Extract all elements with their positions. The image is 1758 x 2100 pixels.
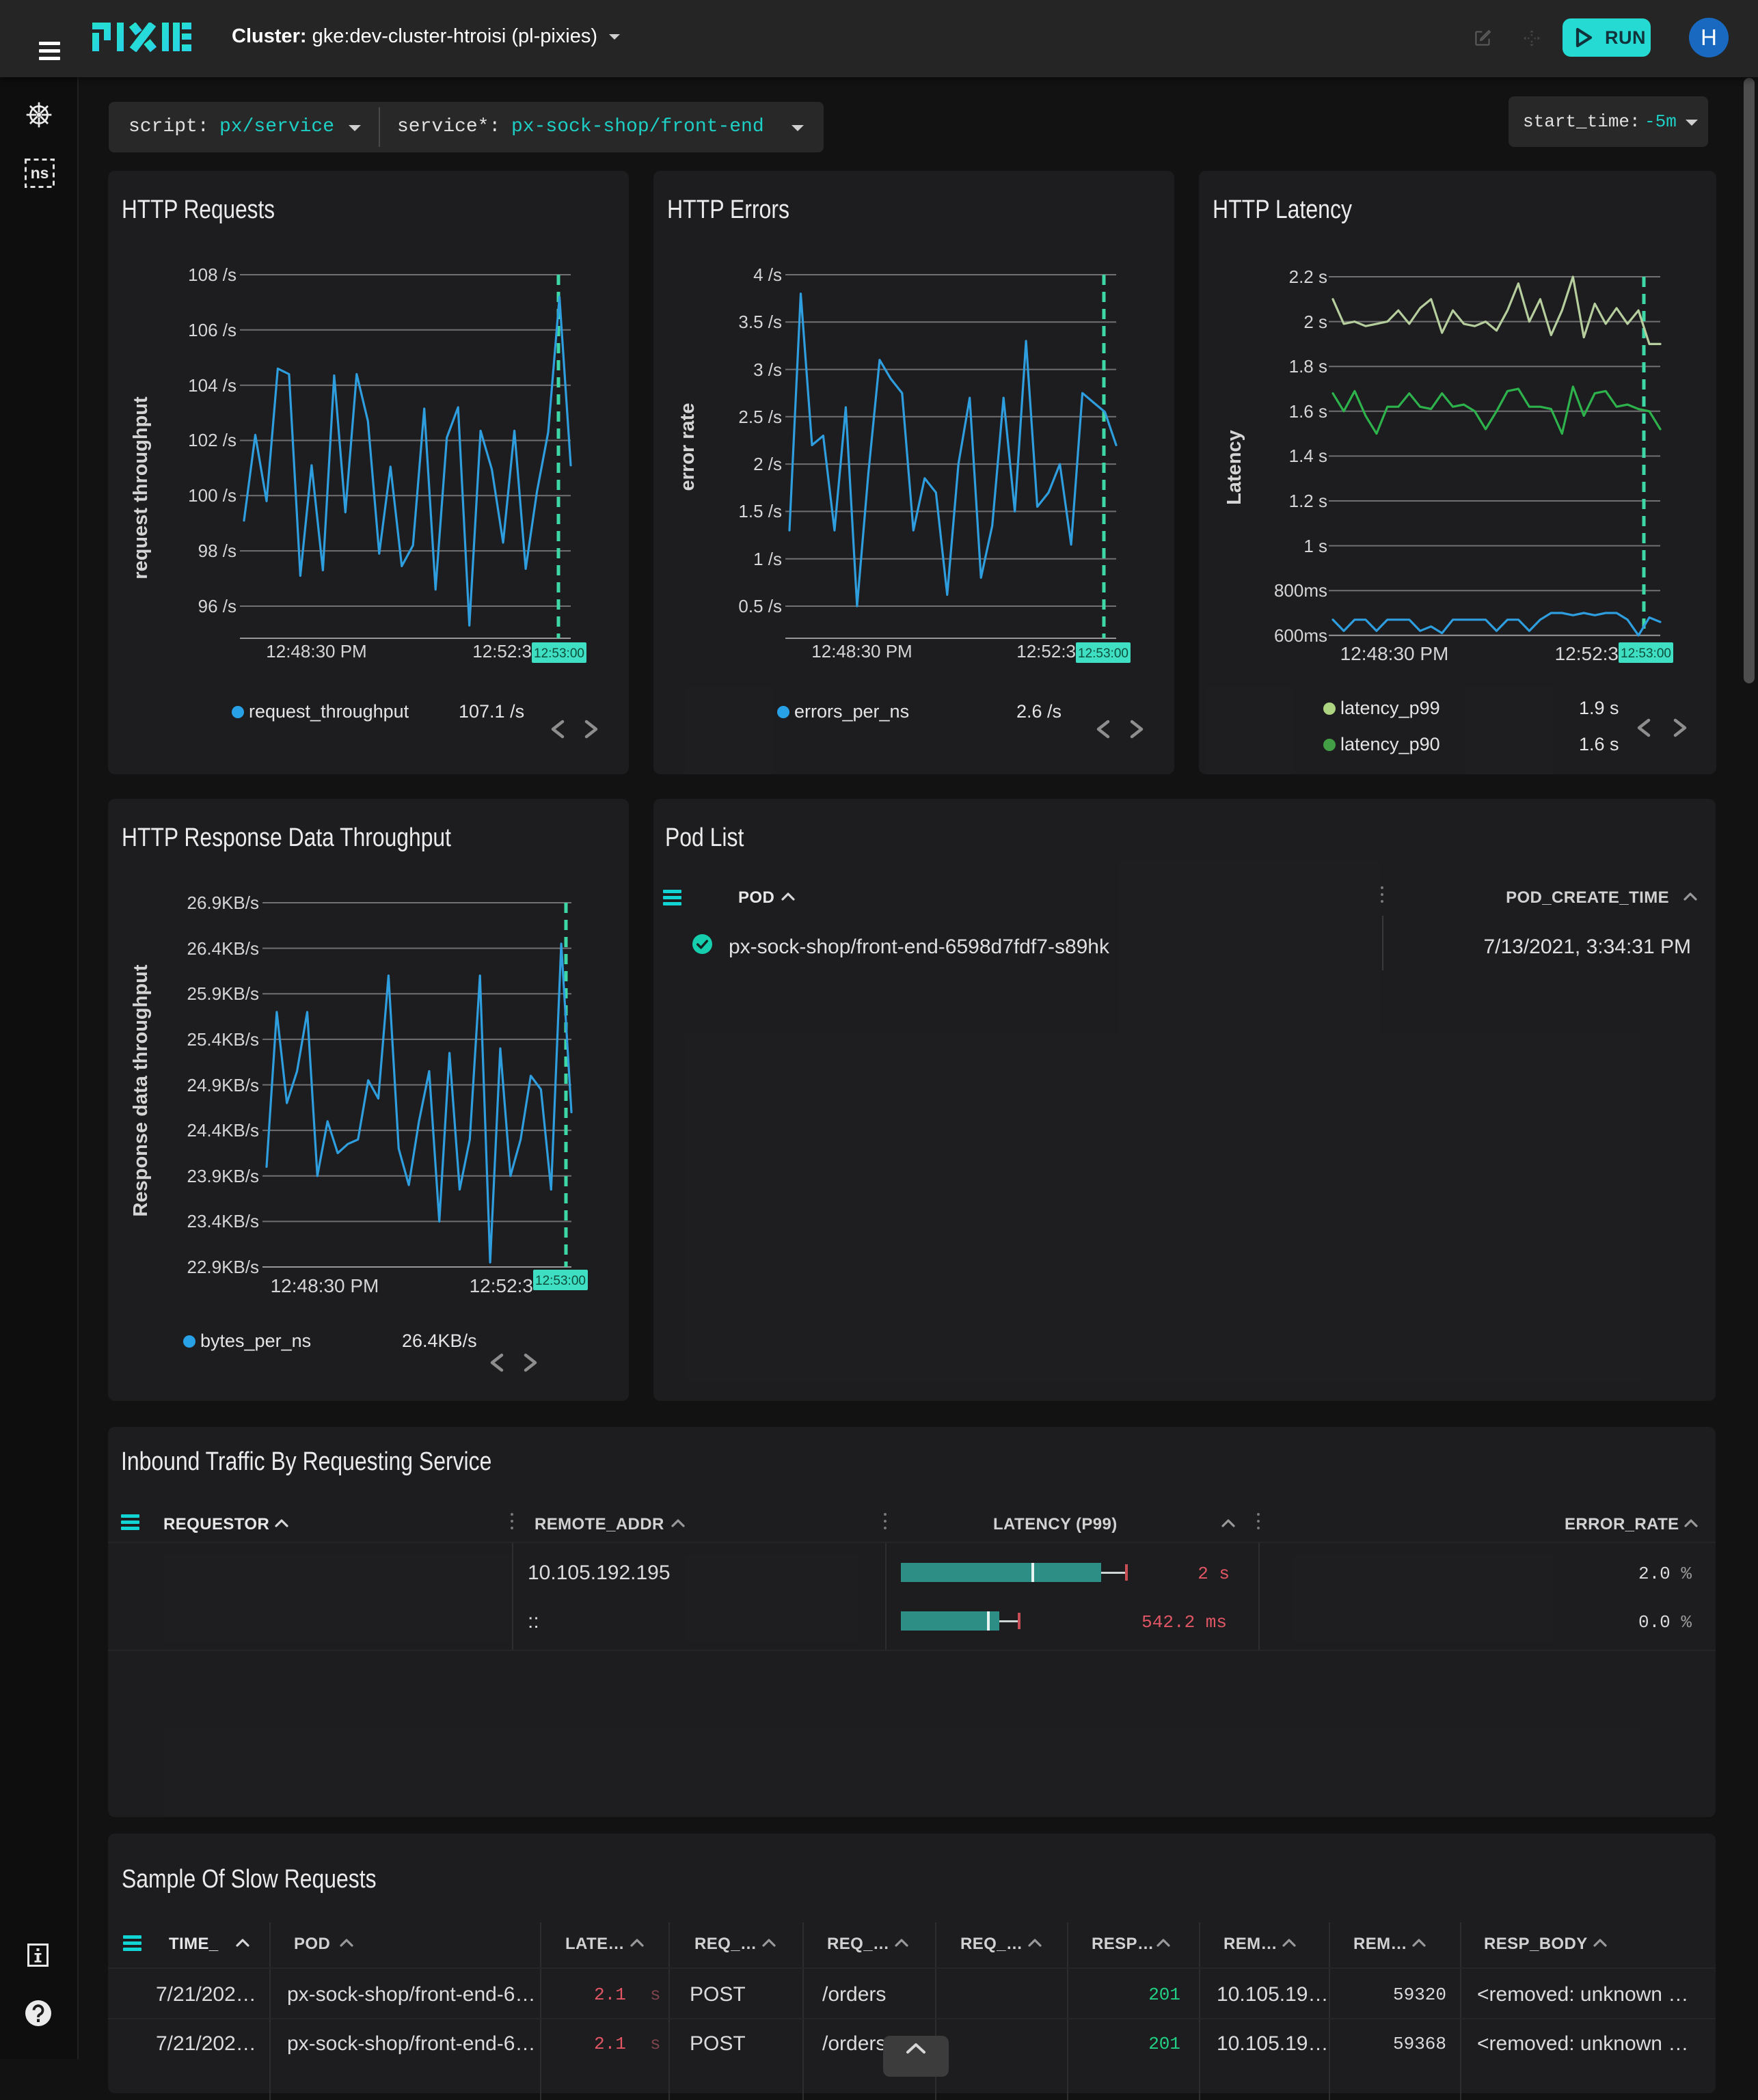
- svg-text:25.9KB/s: 25.9KB/s: [187, 983, 259, 1004]
- svg-text:error rate: error rate: [677, 403, 699, 491]
- svg-text:96 /s: 96 /s: [198, 596, 236, 616]
- svg-text:102 /s: 102 /s: [188, 430, 236, 450]
- svg-text:100 /s: 100 /s: [188, 485, 236, 506]
- svg-text:22.9KB/s: 22.9KB/s: [187, 1257, 259, 1277]
- svg-text:0.5 /s: 0.5 /s: [738, 596, 782, 616]
- svg-text:26.9KB/s: 26.9KB/s: [187, 892, 259, 913]
- svg-text:1.8 s: 1.8 s: [1289, 356, 1327, 377]
- svg-text:12:53:00: 12:53:00: [535, 1274, 586, 1288]
- svg-text:2 /s: 2 /s: [753, 454, 782, 474]
- svg-text:107.1 /s: 107.1 /s: [459, 701, 524, 722]
- svg-text:ns: ns: [31, 164, 49, 182]
- svg-text:12:53:00: 12:53:00: [1078, 646, 1128, 661]
- svg-text:1.9 s: 1.9 s: [1579, 698, 1619, 718]
- svg-text:3.5 /s: 3.5 /s: [738, 312, 782, 332]
- svg-text:108 /s: 108 /s: [188, 264, 236, 285]
- svg-text:26.4KB/s: 26.4KB/s: [187, 938, 259, 959]
- svg-text:2.2 s: 2.2 s: [1289, 267, 1327, 287]
- svg-text:12:48:30 PM: 12:48:30 PM: [271, 1275, 379, 1296]
- svg-text:4 /s: 4 /s: [753, 264, 782, 285]
- svg-text:latency_p90: latency_p90: [1340, 734, 1440, 754]
- svg-text:23.4KB/s: 23.4KB/s: [187, 1211, 259, 1231]
- svg-text:bytes_per_ns: bytes_per_ns: [200, 1331, 311, 1351]
- svg-text:3 /s: 3 /s: [753, 359, 782, 380]
- svg-text:12:53:00: 12:53:00: [534, 646, 584, 661]
- svg-text:12:52:3: 12:52:3: [1016, 641, 1076, 662]
- svg-text:104 /s: 104 /s: [188, 375, 236, 396]
- svg-text:HTTP Response Data Throughput: HTTP Response Data Throughput: [122, 823, 451, 852]
- svg-text:1.6 s: 1.6 s: [1289, 401, 1327, 422]
- svg-text:request_throughput: request_throughput: [249, 701, 409, 722]
- svg-text:2.6 /s: 2.6 /s: [1016, 701, 1061, 722]
- svg-text:1.5 /s: 1.5 /s: [738, 501, 782, 521]
- svg-text:24.9KB/s: 24.9KB/s: [187, 1075, 259, 1095]
- svg-text:12:53:00: 12:53:00: [1621, 646, 1671, 661]
- svg-text:23.9KB/s: 23.9KB/s: [187, 1166, 259, 1186]
- svg-text:106 /s: 106 /s: [188, 320, 236, 340]
- svg-text:12:48:30 PM: 12:48:30 PM: [1340, 643, 1449, 664]
- svg-text:26.4KB/s: 26.4KB/s: [402, 1331, 477, 1351]
- svg-text:25.4KB/s: 25.4KB/s: [187, 1029, 259, 1050]
- svg-text:600ms: 600ms: [1274, 625, 1327, 646]
- svg-text:1 /s: 1 /s: [753, 549, 782, 569]
- svg-text:12:52:3: 12:52:3: [1555, 643, 1619, 664]
- svg-text:98 /s: 98 /s: [198, 541, 236, 561]
- svg-text:1 s: 1 s: [1303, 536, 1327, 556]
- svg-text:12:48:30 PM: 12:48:30 PM: [266, 641, 366, 662]
- svg-text:12:48:30 PM: 12:48:30 PM: [811, 641, 912, 662]
- svg-text:latency_p99: latency_p99: [1340, 698, 1440, 718]
- svg-text:errors_per_ns: errors_per_ns: [794, 701, 909, 722]
- svg-text:1.6 s: 1.6 s: [1579, 734, 1619, 754]
- svg-text:2 s: 2 s: [1303, 312, 1327, 332]
- svg-text:Latency: Latency: [1223, 430, 1245, 505]
- svg-text:HTTP Errors: HTTP Errors: [667, 195, 789, 224]
- svg-text:HTTP Requests: HTTP Requests: [122, 195, 275, 224]
- svg-text:1.4 s: 1.4 s: [1289, 446, 1327, 466]
- svg-text:24.4KB/s: 24.4KB/s: [187, 1120, 259, 1141]
- svg-text:800ms: 800ms: [1274, 580, 1327, 601]
- svg-text:Response data throughput: Response data throughput: [130, 964, 152, 1216]
- svg-text:12:52:3: 12:52:3: [472, 641, 532, 662]
- svg-text:request throughput: request throughput: [130, 396, 152, 579]
- svg-text:2.5 /s: 2.5 /s: [738, 407, 782, 427]
- svg-text:1.2 s: 1.2 s: [1289, 491, 1327, 511]
- svg-text:HTTP Latency: HTTP Latency: [1213, 195, 1352, 224]
- svg-text:12:52:3: 12:52:3: [470, 1275, 533, 1296]
